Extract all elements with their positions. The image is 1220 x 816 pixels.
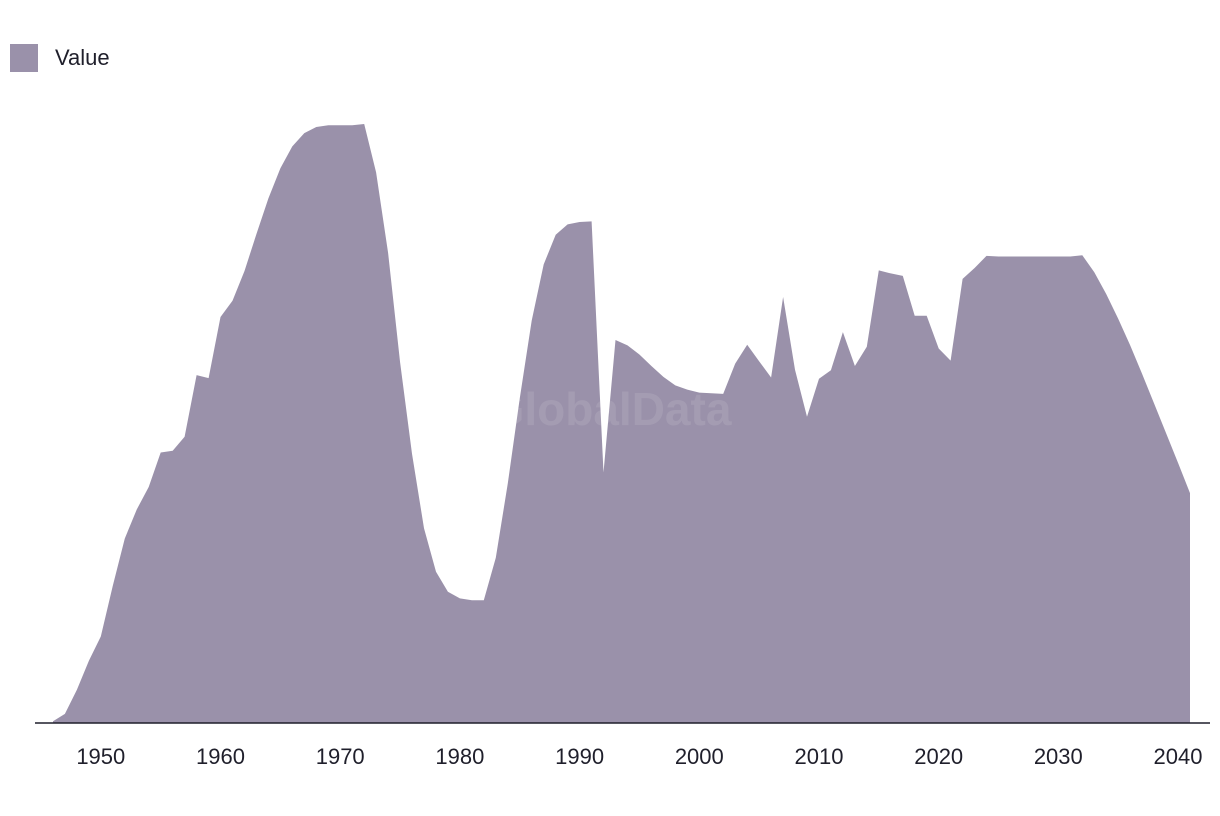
x-tick-label-2010: 2010 [795,744,844,769]
watermark: GlobalData [489,383,732,435]
legend-swatch [10,44,38,72]
legend-label: Value [55,45,110,70]
x-tick-label-2040: 2040 [1154,744,1203,769]
x-tick-label-2020: 2020 [914,744,963,769]
x-tick-label-2000: 2000 [675,744,724,769]
x-tick-label-1980: 1980 [435,744,484,769]
x-tick-label-1970: 1970 [316,744,365,769]
x-tick-label-1990: 1990 [555,744,604,769]
x-tick-label-2030: 2030 [1034,744,1083,769]
series-area-value [53,124,1190,723]
x-tick-label-1950: 1950 [76,744,125,769]
x-tick-label-1960: 1960 [196,744,245,769]
legend: Value [10,44,110,72]
